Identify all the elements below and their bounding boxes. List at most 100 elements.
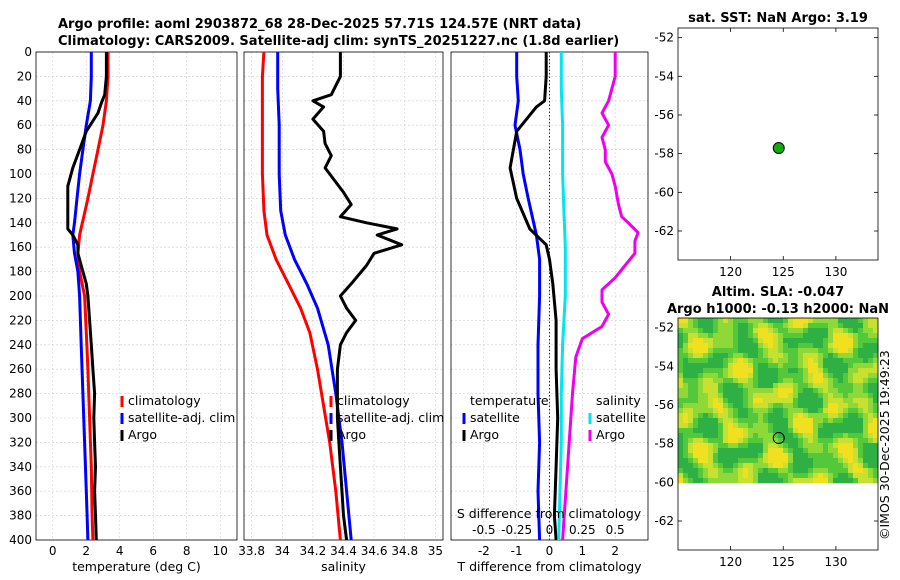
heatmap-cell xyxy=(713,358,719,364)
heatmap-cell xyxy=(783,398,789,404)
heatmap-cell xyxy=(823,443,829,449)
heatmap-cell xyxy=(738,343,744,349)
heatmap-cell xyxy=(768,413,774,419)
heatmap-cell xyxy=(778,463,784,469)
heatmap-cell xyxy=(828,463,834,469)
heatmap-cell xyxy=(808,403,814,409)
heatmap-cell xyxy=(863,393,869,399)
heatmap-cell xyxy=(778,353,784,359)
heatmap-cell xyxy=(803,333,809,339)
heatmap-cell xyxy=(733,448,739,454)
heatmap-cell xyxy=(823,328,829,334)
heatmap-cell xyxy=(748,463,754,469)
heatmap-cell xyxy=(753,378,759,384)
heatmap-cell xyxy=(698,433,704,439)
heatmap-cell xyxy=(683,348,689,354)
heatmap-cell xyxy=(763,353,769,359)
heatmap-cell xyxy=(788,383,794,389)
heatmap-cell xyxy=(763,468,769,474)
heatmap-cell xyxy=(698,438,704,444)
heatmap-cell xyxy=(843,398,849,404)
heatmap-cell xyxy=(703,463,709,469)
heatmap-cell xyxy=(728,418,734,424)
heatmap-cell xyxy=(698,338,704,344)
heatmap-cell xyxy=(743,413,749,419)
heatmap-cell xyxy=(753,318,759,324)
heatmap-cell xyxy=(753,443,759,449)
heatmap-cell xyxy=(873,413,879,419)
heatmap-cell xyxy=(798,343,804,349)
heatmap-cell xyxy=(843,383,849,389)
heatmap-cell xyxy=(833,408,839,414)
heatmap-cell xyxy=(768,418,774,424)
heatmap-cell xyxy=(863,328,869,334)
heatmap-cell xyxy=(713,463,719,469)
salinity-profile-panel: 33.8 34 34.2 34.4 34.6 34.8 35 salinity climatol… xyxy=(238,51,444,574)
heatmap-cell xyxy=(818,383,824,389)
heatmap-cell xyxy=(693,458,699,464)
heatmap-cell xyxy=(708,343,714,349)
heatmap-cell xyxy=(723,383,729,389)
heatmap-cell xyxy=(708,408,714,414)
heatmap-cell xyxy=(748,378,754,384)
heatmap-cell xyxy=(763,438,769,444)
y-tick-label: 300 xyxy=(9,411,32,425)
heatmap-cell xyxy=(838,358,844,364)
heatmap-cell xyxy=(678,433,684,439)
heatmap-cell xyxy=(723,403,729,409)
heatmap-cell xyxy=(863,318,869,324)
heatmap-cell xyxy=(793,343,799,349)
heatmap-cell xyxy=(833,363,839,369)
heatmap-cell xyxy=(733,468,739,474)
heatmap-cell xyxy=(728,388,734,394)
heatmap-cell xyxy=(803,463,809,469)
heatmap-cell xyxy=(783,353,789,359)
heatmap-cell xyxy=(718,373,724,379)
heatmap-cell xyxy=(683,388,689,394)
heatmap-cell xyxy=(818,333,824,339)
heatmap-cell xyxy=(728,323,734,329)
heatmap-cell xyxy=(773,383,779,389)
heatmap-cell xyxy=(808,393,814,399)
heatmap-cell xyxy=(858,393,864,399)
heatmap-cell xyxy=(833,413,839,419)
heatmap-cell xyxy=(828,438,834,444)
heatmap-cell xyxy=(743,358,749,364)
x-tick-label: 2 xyxy=(611,544,619,558)
heatmap-cell xyxy=(818,368,824,374)
heatmap-cell xyxy=(708,428,714,434)
x-tick-label: 120 xyxy=(719,265,742,279)
heatmap-cell xyxy=(713,348,719,354)
heatmap-cell xyxy=(723,353,729,359)
heatmap-cell xyxy=(723,348,729,354)
heatmap-cell xyxy=(828,433,834,439)
heatmap-cell xyxy=(723,328,729,334)
heatmap-cell xyxy=(868,408,874,414)
heatmap-cell xyxy=(758,333,764,339)
heatmap-cell xyxy=(818,393,824,399)
heatmap-cell xyxy=(693,478,699,484)
heatmap-cell xyxy=(703,403,709,409)
heatmap-cell xyxy=(698,353,704,359)
heatmap-cell xyxy=(748,443,754,449)
heatmap-cell xyxy=(798,388,804,394)
heatmap-cell xyxy=(778,338,784,344)
series-line-argo-s xyxy=(561,52,640,541)
heatmap-cell xyxy=(743,353,749,359)
heatmap-cell xyxy=(773,433,779,439)
heatmap-cell xyxy=(758,423,764,429)
heatmap-cell xyxy=(808,333,814,339)
heatmap-cell xyxy=(758,363,764,369)
heatmap-cell xyxy=(828,408,834,414)
heatmap-cell xyxy=(693,463,699,469)
heatmap-cell xyxy=(793,473,799,479)
heatmap-cell xyxy=(813,423,819,429)
heatmap-cell xyxy=(678,458,684,464)
y-tick-label: -60 xyxy=(654,475,674,489)
heatmap-cell xyxy=(718,393,724,399)
heatmap-cell xyxy=(858,333,864,339)
heatmap-cell xyxy=(788,458,794,464)
heatmap-cell xyxy=(783,343,789,349)
heatmap-cell xyxy=(818,323,824,329)
heatmap-cell xyxy=(783,368,789,374)
